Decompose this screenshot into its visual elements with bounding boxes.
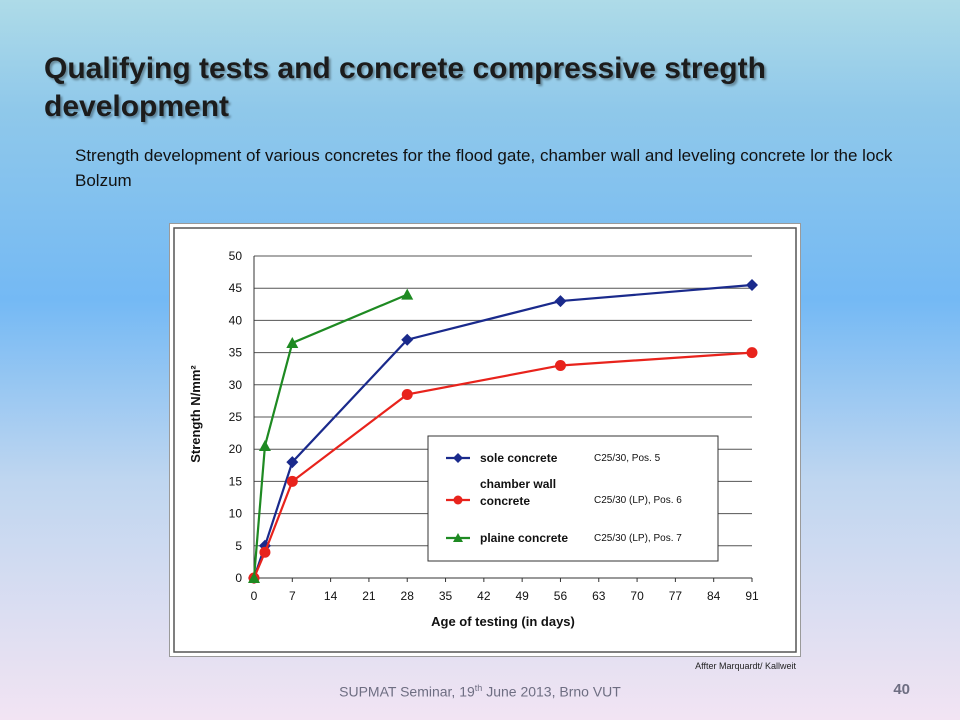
legend-item-sole-concrete: sole concrete C25/30, Pos. 5 bbox=[446, 451, 661, 465]
x-tick-label: 42 bbox=[477, 589, 491, 603]
legend-label: sole concrete bbox=[480, 451, 558, 465]
y-tick-label: 45 bbox=[229, 281, 243, 295]
series-plaine-concrete bbox=[248, 288, 414, 583]
footer-superscript: th bbox=[474, 683, 483, 693]
series bbox=[248, 278, 758, 584]
x-tick-label: 35 bbox=[439, 589, 453, 603]
data-point-sole-concrete bbox=[401, 333, 414, 346]
source-credit: Affter Marquardt/ Kallweit bbox=[695, 661, 796, 671]
data-point-chamber-wall-concrete bbox=[401, 388, 413, 400]
y-tick-labels: 0 5 10 15 20 25 30 35 40 45 50 bbox=[229, 249, 243, 585]
x-tick-label: 0 bbox=[251, 589, 258, 603]
legend-note: C25/30 (LP), Pos. 7 bbox=[594, 533, 682, 544]
x-tick-label: 7 bbox=[289, 589, 296, 603]
x-tick-label: 91 bbox=[745, 589, 759, 603]
legend-swatch-marker bbox=[453, 533, 463, 542]
x-tick-label: 14 bbox=[324, 589, 338, 603]
data-point-sole-concrete bbox=[554, 295, 567, 308]
x-tick-label: 28 bbox=[401, 589, 415, 603]
data-point-plaine-concrete bbox=[401, 288, 414, 300]
data-point-chamber-wall-concrete bbox=[554, 359, 566, 371]
axes bbox=[253, 256, 752, 579]
legend-box bbox=[427, 435, 719, 562]
footer-text-suffix: June 2013, Brno VUT bbox=[482, 683, 621, 700]
x-tick-label: 56 bbox=[554, 589, 568, 603]
y-tick-label: 50 bbox=[229, 249, 243, 263]
legend-item-chamber-wall-concrete: chamber wall concrete C25/30 (LP), Pos. 6 bbox=[446, 477, 682, 508]
x-tick-label: 84 bbox=[707, 589, 721, 603]
x-tick-label: 21 bbox=[362, 589, 376, 603]
data-point-plaine-concrete bbox=[258, 439, 271, 451]
legend-swatch-marker bbox=[453, 453, 463, 463]
y-tick-label: 10 bbox=[229, 507, 243, 521]
x-tick-label: 77 bbox=[669, 589, 683, 603]
slide-title: Qualifying tests and concrete compressiv… bbox=[44, 52, 766, 123]
data-point-sole-concrete bbox=[286, 456, 299, 469]
data-point-plaine-concrete bbox=[248, 572, 260, 583]
legend-label: chamber wall bbox=[480, 477, 556, 491]
y-tick-label: 40 bbox=[229, 313, 243, 327]
footer: SUPMAT Seminar, 19th June 2013, Brno VUT bbox=[0, 683, 960, 700]
x-tick-label: 49 bbox=[515, 589, 529, 603]
strength-chart: 0 5 10 15 20 25 30 35 40 45 50 0 7 14 21 28 35 42 49 56 63 7… bbox=[173, 227, 797, 653]
data-point-chamber-wall-concrete bbox=[259, 546, 271, 558]
data-point-plaine-concrete bbox=[286, 336, 299, 348]
x-tick-label: 70 bbox=[630, 589, 644, 603]
y-tick-label: 0 bbox=[235, 571, 242, 585]
legend-note: C25/30 (LP), Pos. 6 bbox=[594, 495, 682, 506]
series-line-plaine-concrete bbox=[252, 293, 408, 579]
slide-subtitle: Strength development of various concrete… bbox=[75, 146, 893, 190]
y-tick-label: 5 bbox=[235, 539, 242, 553]
data-point-chamber-wall-concrete bbox=[286, 475, 298, 487]
page-number: 40 bbox=[893, 681, 910, 698]
series-chamber-wall-concrete bbox=[248, 347, 758, 584]
y-tick-label: 25 bbox=[229, 410, 243, 424]
x-tick-label: 63 bbox=[592, 589, 606, 603]
legend-swatch-marker bbox=[453, 495, 463, 505]
footer-text: SUPMAT Seminar, 19 bbox=[339, 683, 475, 700]
data-point-chamber-wall-concrete bbox=[746, 347, 758, 359]
x-tick-labels: 0 7 14 21 28 35 42 49 56 63 70 77 84 91 bbox=[251, 578, 759, 603]
legend-note: C25/30, Pos. 5 bbox=[594, 453, 661, 464]
y-tick-label: 15 bbox=[229, 474, 243, 488]
legend-label: concrete bbox=[480, 494, 530, 508]
chart-frame: 0 5 10 15 20 25 30 35 40 45 50 0 7 14 21 28 35 42 49 56 63 7… bbox=[169, 223, 801, 657]
y-tick-label: 35 bbox=[229, 346, 243, 360]
y-tick-label: 20 bbox=[229, 442, 243, 456]
data-point-sole-concrete bbox=[746, 278, 758, 291]
y-axis-title: Strength N/mm² bbox=[188, 365, 203, 463]
x-axis-title: Age of testing (in days) bbox=[431, 614, 575, 629]
legend-label: plaine concrete bbox=[480, 531, 568, 545]
legend-item-plaine-concrete: plaine concrete C25/30 (LP), Pos. 7 bbox=[446, 531, 682, 545]
y-tick-label: 30 bbox=[229, 378, 243, 392]
